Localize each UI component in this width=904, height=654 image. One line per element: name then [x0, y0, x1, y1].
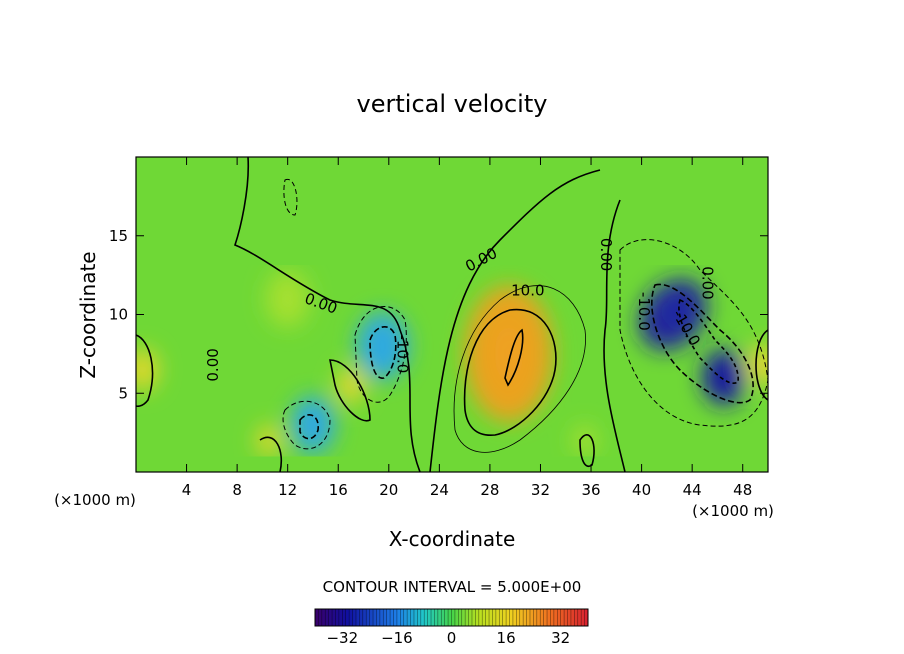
chart-title: vertical velocity [357, 90, 548, 118]
contour-label: -10.0 [635, 292, 653, 331]
y-axis-ticks: 5 10 15 [109, 227, 768, 402]
contour-plus-5b [329, 359, 371, 422]
colorbar-tick-label: 16 [497, 629, 516, 647]
field-core [711, 365, 736, 390]
field-feature [256, 424, 281, 457]
colorbar-tick-label: −32 [326, 629, 358, 647]
contour-zero-1 [234, 157, 421, 472]
contour-plus-5 [453, 285, 586, 453]
field-feature [572, 424, 597, 457]
x-axis-ticks: 4 8 12 16 20 24 28 32 36 40 44 48 [182, 157, 752, 499]
colorbar-tick-label: 32 [551, 629, 570, 647]
y-tick-label: 10 [109, 306, 128, 324]
x-unit-left: (×1000 m) [54, 491, 136, 509]
contour-interval-label: CONTOUR INTERVAL = 5.000E+00 [323, 578, 582, 596]
colorbar: −32 −16 0 16 32 [314, 608, 589, 647]
x-tick-label: 32 [531, 481, 550, 499]
y-tick-label: 15 [109, 227, 128, 245]
y-axis-label: Z-coordinate [76, 251, 100, 378]
contour-lines [136, 157, 768, 472]
x-tick-label: 48 [733, 481, 752, 499]
field-feature [356, 312, 409, 380]
contour-plus-10 [463, 308, 557, 436]
contour-zero-2 [603, 199, 626, 472]
contour-label: -10.0 [394, 334, 412, 373]
field-feature [136, 348, 159, 391]
x-tick-label: 16 [329, 481, 348, 499]
contour-minus-10 [369, 326, 397, 379]
x-tick-label: 8 [232, 481, 242, 499]
contour-right-edge [755, 329, 768, 401]
contour-label: 0.00 [597, 238, 615, 271]
colorbar-ticks: −32 −16 0 16 32 [326, 629, 570, 647]
contour-minus-5c [282, 400, 331, 450]
contour-label: 0.00 [698, 266, 716, 299]
contour-minus-5 [354, 306, 407, 403]
field-feature [336, 367, 365, 404]
contour-bottom-1 [259, 436, 282, 472]
x-axis-label: X-coordinate [389, 527, 516, 551]
colorbar-stripes [318, 609, 585, 626]
contour-bottom-2 [579, 433, 595, 467]
contour-label: 0.00 [204, 348, 222, 381]
x-tick-label: 44 [683, 481, 702, 499]
field-feature [265, 270, 310, 328]
contour-minus-20b [678, 298, 739, 384]
field-feature [290, 396, 335, 454]
x-tick-label: 12 [278, 481, 297, 499]
contour-left-edge [136, 334, 154, 408]
x-tick-label: 24 [430, 481, 449, 499]
contour-plus-15 [504, 328, 524, 387]
x-tick-label: 4 [182, 481, 192, 499]
x-tick-label: 40 [632, 481, 651, 499]
contour-minus-10c [299, 414, 319, 440]
colorbar-tick-label: 0 [447, 629, 457, 647]
contour-zero-3 [429, 169, 601, 472]
x-tick-label: 20 [379, 481, 398, 499]
field-feature [746, 344, 768, 386]
colorbar-tick-label: −16 [381, 629, 413, 647]
y-tick-label: 5 [118, 384, 128, 402]
contour-label: 10.0 [511, 282, 544, 300]
x-tick-label: 28 [480, 481, 499, 499]
x-unit-right: (×1000 m) [692, 502, 774, 520]
contour-minus-10b [651, 283, 754, 404]
contour-top-1 [283, 178, 298, 216]
x-tick-label: 36 [581, 481, 600, 499]
